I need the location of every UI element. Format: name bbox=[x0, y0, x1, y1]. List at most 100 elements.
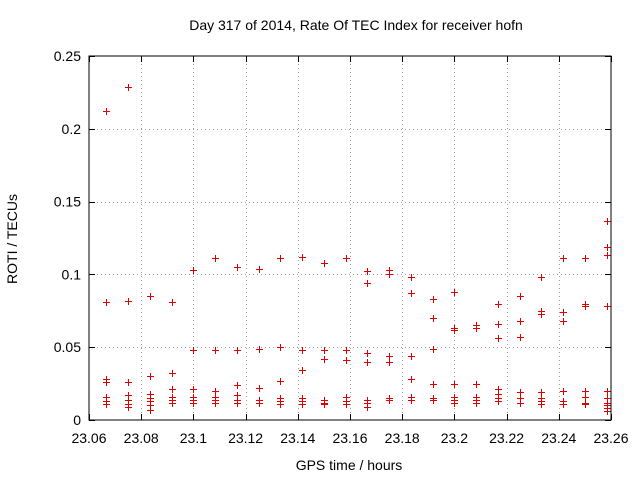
data-point bbox=[277, 344, 284, 351]
y-axis-label: ROTI / TECUs bbox=[4, 194, 20, 284]
data-point bbox=[582, 401, 589, 408]
data-point bbox=[343, 255, 350, 262]
data-point bbox=[234, 400, 241, 407]
data-point bbox=[277, 255, 284, 262]
data-point bbox=[430, 381, 437, 388]
data-point bbox=[517, 318, 524, 325]
x-tick-label: 23.06 bbox=[71, 430, 106, 446]
data-point bbox=[430, 397, 437, 404]
x-tick-label: 23.26 bbox=[593, 430, 628, 446]
x-tick-label: 23.22 bbox=[489, 430, 524, 446]
data-point bbox=[299, 401, 306, 408]
data-point bbox=[430, 315, 437, 322]
data-point bbox=[103, 401, 110, 408]
y-tick-label: 0.1 bbox=[62, 266, 82, 282]
data-point bbox=[277, 378, 284, 385]
data-point bbox=[321, 401, 328, 408]
data-point bbox=[582, 255, 589, 262]
data-point bbox=[582, 394, 589, 401]
data-point bbox=[517, 389, 524, 396]
data-point bbox=[364, 404, 371, 411]
data-point bbox=[451, 400, 458, 407]
data-point bbox=[604, 252, 611, 259]
data-point bbox=[517, 293, 524, 300]
chart-title: Day 317 of 2014, Rate Of TEC Index for r… bbox=[189, 17, 523, 33]
data-point bbox=[169, 400, 176, 407]
y-tick-labels: 0 0.05 0.1 0.15 0.2 0.25 bbox=[54, 48, 81, 428]
data-point bbox=[169, 386, 176, 393]
data-point bbox=[299, 367, 306, 374]
x-tick-label: 23.12 bbox=[228, 430, 263, 446]
data-point bbox=[321, 356, 328, 363]
data-point bbox=[495, 398, 502, 405]
data-point bbox=[256, 385, 263, 392]
data-point bbox=[125, 84, 132, 91]
data-point bbox=[364, 359, 371, 366]
data-point bbox=[103, 108, 110, 115]
axis-ticks bbox=[89, 56, 612, 421]
x-tick-labels: 23.06 23.08 23.1 23.12 23.14 23.16 23.18 23.2 23… bbox=[71, 430, 628, 446]
data-point bbox=[125, 404, 132, 411]
data-point bbox=[430, 346, 437, 353]
data-point bbox=[190, 267, 197, 274]
data-point bbox=[473, 381, 480, 388]
data-point bbox=[299, 254, 306, 261]
data-point bbox=[604, 244, 611, 251]
data-point bbox=[538, 311, 545, 318]
x-tick-label: 23.2 bbox=[441, 430, 468, 446]
x-tick-label: 23.18 bbox=[385, 430, 420, 446]
y-tick-label: 0 bbox=[73, 412, 81, 428]
data-point bbox=[386, 353, 393, 360]
grid-lines bbox=[89, 56, 611, 420]
data-point bbox=[386, 397, 393, 404]
data-point bbox=[212, 347, 219, 354]
data-point bbox=[386, 271, 393, 278]
data-point bbox=[125, 298, 132, 305]
data-point bbox=[125, 379, 132, 386]
data-point bbox=[190, 400, 197, 407]
data-point bbox=[234, 382, 241, 389]
x-tick-label: 23.08 bbox=[124, 430, 159, 446]
data-point bbox=[343, 357, 350, 364]
data-point bbox=[169, 370, 176, 377]
data-point bbox=[538, 401, 545, 408]
data-point bbox=[604, 388, 611, 395]
y-tick-label: 0.25 bbox=[54, 48, 81, 64]
data-point bbox=[495, 301, 502, 308]
data-point bbox=[103, 299, 110, 306]
data-point bbox=[190, 386, 197, 393]
data-point bbox=[560, 401, 567, 408]
data-point bbox=[430, 296, 437, 303]
data-point bbox=[299, 347, 306, 354]
x-tick-label: 23.1 bbox=[180, 430, 207, 446]
data-point bbox=[212, 255, 219, 262]
data-point bbox=[364, 280, 371, 287]
data-point bbox=[604, 218, 611, 225]
data-point bbox=[560, 388, 567, 395]
data-point bbox=[343, 401, 350, 408]
data-point bbox=[582, 388, 589, 395]
data-points bbox=[103, 84, 611, 415]
data-point bbox=[212, 400, 219, 407]
data-point bbox=[147, 293, 154, 300]
data-point bbox=[256, 400, 263, 407]
x-axis-label: GPS time / hours bbox=[296, 457, 403, 473]
data-point bbox=[321, 260, 328, 267]
data-point bbox=[408, 290, 415, 297]
data-point bbox=[495, 321, 502, 328]
data-point bbox=[408, 353, 415, 360]
data-point bbox=[560, 318, 567, 325]
data-point bbox=[343, 347, 350, 354]
data-point bbox=[408, 376, 415, 383]
data-point bbox=[408, 274, 415, 281]
data-point bbox=[190, 347, 197, 354]
y-tick-label: 0.15 bbox=[54, 194, 81, 210]
data-point bbox=[364, 350, 371, 357]
plot-frame bbox=[88, 55, 612, 421]
data-point bbox=[212, 388, 219, 395]
data-point bbox=[256, 266, 263, 273]
y-tick-label: 0.05 bbox=[54, 339, 81, 355]
x-tick-label: 23.16 bbox=[332, 430, 367, 446]
data-point bbox=[147, 407, 154, 414]
